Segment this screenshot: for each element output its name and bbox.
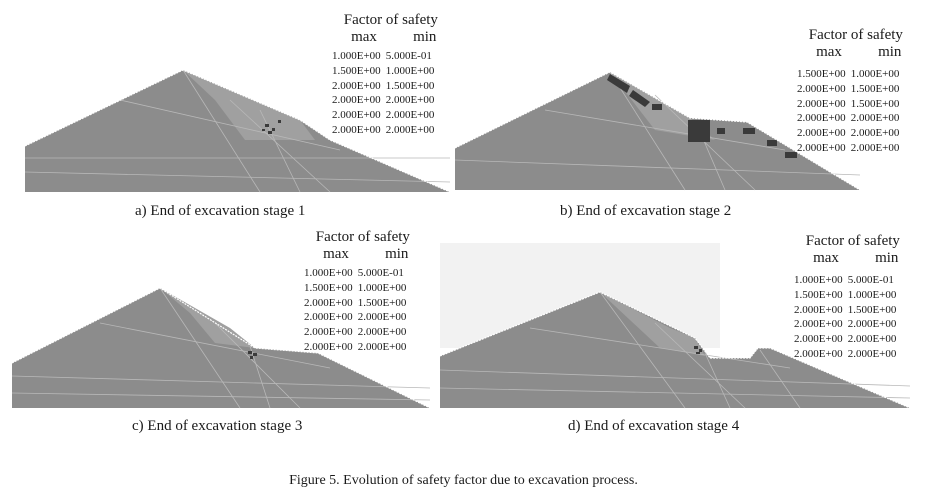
panel-caption: c) End of excavation stage 3 [132,418,303,434]
legend-header: max min [794,250,912,267]
legend-col-min: min [878,44,902,60]
legend-row: 1.500E+00 1.000E+00 [332,64,435,77]
mesh-lines [439,291,911,409]
legend-row: 2.000E+00 1.500E+00 [797,82,900,95]
legend-row: 2.000E+00 2.000E+00 [332,123,435,136]
legend-rows: 1.000E+00 5.000E-01 1.500E+00 1.000E+00 2.… [332,49,434,138]
legend-title: Factor of safety [315,229,410,245]
mesh-lines [24,69,451,193]
legend-row: 2.000E+00 2.000E+00 [797,141,900,154]
legend-col-min: min [875,250,899,266]
critical-zone [262,120,281,134]
critical-zone [694,346,702,354]
legend-row: 2.000E+00 2.000E+00 [797,127,900,140]
slope-model-a [24,69,451,193]
ground-surface [24,69,451,193]
legend-rows: 1.000E+00 5.000E-01 1.500E+00 1.000E+00 2.… [304,266,406,355]
legend-row: 2.000E+00 2.000E+00 [794,333,897,346]
legend-row: 2.000E+00 1.500E+00 [304,296,407,309]
mesh-lines [454,71,861,191]
panel-b: Factor of safety max min 1.500E+00 1.000E… [454,0,927,230]
legend-row: 1.500E+00 1.000E+00 [304,281,407,294]
legend-row: 2.000E+00 2.000E+00 [304,326,407,339]
ground-surface [454,71,861,191]
mesh-lines [11,287,431,409]
panel-caption: a) End of excavation stage 1 [135,203,306,219]
legend-row: 1.000E+00 5.000E-01 [304,267,404,279]
critical-zone [607,74,797,158]
legend-row: 1.000E+00 5.000E-01 [332,50,432,62]
legend-title: Factor of safety [808,27,903,43]
legend-row: 2.000E+00 2.000E+00 [794,318,897,331]
legend-col-max: max [816,44,842,60]
legend-a: Factor of safety max min 1.000E+00 5.000E… [332,12,450,138]
panel-caption: d) End of excavation stage 4 [568,418,740,434]
panel-d: Factor of safety max min 1.000E+00 5.000E… [439,228,927,443]
legend-header: max min [304,246,422,263]
legend-col-max: max [351,29,377,45]
legend-title: Factor of safety [343,12,438,28]
legend-col-max: max [323,246,349,262]
legend-row: 2.000E+00 2.000E+00 [304,340,407,353]
legend-col-min: min [413,29,437,45]
shading-zone [600,292,705,356]
slope-model-c [11,287,431,409]
legend-col-min: min [385,246,409,262]
slope-model-b [454,71,861,191]
legend-b: Factor of safety max min 1.500E+00 1.000E… [797,27,915,156]
shading-zone [183,70,315,140]
legend-row: 2.000E+00 1.500E+00 [794,303,897,316]
legend-row: 2.000E+00 2.000E+00 [332,109,435,122]
legend-title: Factor of safety [805,233,900,249]
slope-body [12,288,430,408]
legend-header: max min [797,44,915,61]
legend-c: Factor of safety max min 1.000E+00 5.000E… [304,229,422,355]
legend-row: 2.000E+00 2.000E+00 [304,311,407,324]
panel-c: Factor of safety max min 1.000E+00 5.000E… [0,228,440,443]
legend-row: 2.000E+00 1.500E+00 [332,79,435,92]
legend-row: 2.000E+00 2.000E+00 [794,347,897,360]
legend-row: 2.000E+00 2.000E+00 [332,94,435,107]
slope-body [25,70,450,192]
ground-surface [439,291,911,409]
slope-model-d [439,243,911,409]
slope-body [455,72,860,190]
legend-row: 2.000E+00 1.500E+00 [797,97,900,110]
legend-row: 2.000E+00 2.000E+00 [797,112,900,125]
legend-header: max min [332,29,450,46]
panel-caption: b) End of excavation stage 2 [560,203,732,219]
legend-rows: 1.500E+00 1.000E+00 2.000E+00 1.500E+00 2.… [797,67,899,156]
legend-rows: 1.000E+00 5.000E-01 1.500E+00 1.000E+00 2.… [794,273,896,362]
legend-row: 1.500E+00 1.000E+00 [794,288,897,301]
critical-zone [248,351,257,359]
legend-d: Factor of safety max min 1.000E+00 5.000E… [794,233,912,362]
legend-row: 1.000E+00 5.000E-01 [794,274,894,286]
legend-row: 1.500E+00 1.000E+00 [797,68,900,80]
figure-caption: Figure 5. Evolution of safety factor due… [289,473,638,488]
panel-a: Factor of safety max min 1.000E+00 5.000E… [0,0,470,230]
legend-col-max: max [813,250,839,266]
